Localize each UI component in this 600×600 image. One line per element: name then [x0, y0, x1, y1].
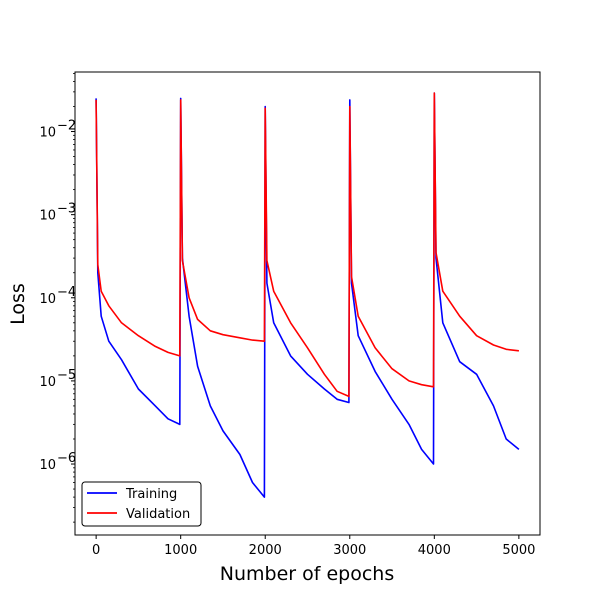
- x-tick-label: 3000: [333, 543, 366, 558]
- y-tick-label: 10: [39, 209, 56, 224]
- y-tick-exponent: −6: [57, 451, 76, 466]
- series-layer: [95, 92, 520, 498]
- legend: Training Validation: [81, 481, 202, 527]
- x-tick-label: 5000: [502, 543, 535, 558]
- x-axis: 0 1000 2000 3000 4000 5000: [92, 535, 535, 558]
- y-axis: 10−610−510−410−310−2: [39, 73, 76, 523]
- y-tick-exponent: −2: [57, 119, 76, 134]
- x-axis-label: Number of epochs: [220, 563, 394, 585]
- y-tick-exponent: −4: [57, 285, 76, 300]
- legend-label-validation: Validation: [126, 507, 190, 522]
- y-tick-exponent: −5: [57, 368, 76, 383]
- y-tick-exponent: −3: [57, 202, 76, 217]
- y-tick-label: 10: [39, 126, 56, 141]
- x-tick-label: 2000: [249, 543, 282, 558]
- x-tick-label: 0: [92, 543, 100, 558]
- y-axis-label: Loss: [7, 283, 29, 325]
- y-tick-label: 10: [39, 292, 56, 307]
- plot-frame: [74, 71, 541, 536]
- y-tick-label: 10: [39, 458, 56, 473]
- y-tick-label: 10: [39, 375, 56, 390]
- series-line-validation: [95, 92, 519, 398]
- x-tick-label: 1000: [164, 543, 197, 558]
- legend-label-training: Training: [125, 487, 177, 502]
- x-tick-label: 4000: [418, 543, 451, 558]
